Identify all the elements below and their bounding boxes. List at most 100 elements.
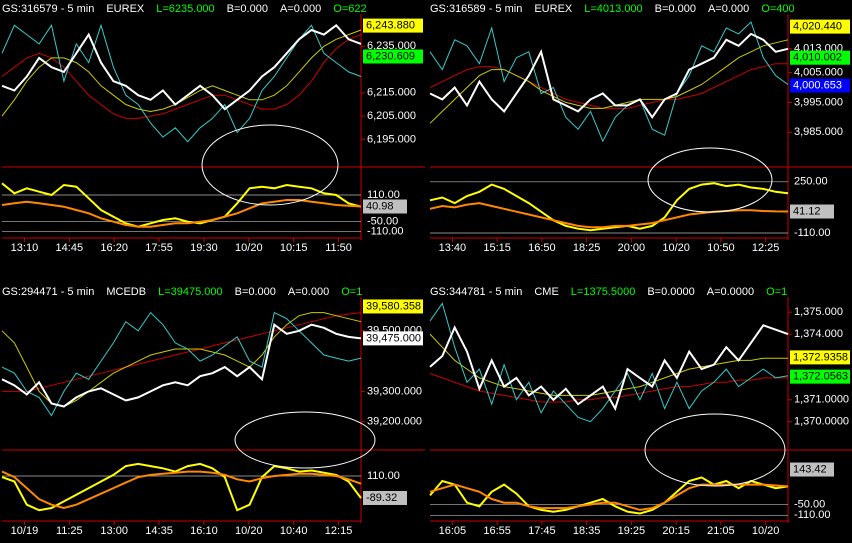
x-tick-label: 10:40 <box>280 525 308 537</box>
header-text: L=1375.5000 <box>571 286 636 298</box>
series-line <box>429 483 789 511</box>
series-line <box>429 302 789 423</box>
y-tick-label: -50.00 <box>367 216 398 228</box>
y-tick-label: 6,235.000 <box>367 40 416 52</box>
x-tick-label: 10/19 <box>11 525 39 537</box>
header-text: GS:316579 - 5 min <box>2 3 94 15</box>
y-tick-label: -50.00 <box>794 498 825 510</box>
x-tick-label: 10/20 <box>235 525 263 537</box>
series-line <box>1 23 362 111</box>
price-label-box <box>363 18 423 33</box>
x-tick-label: 16:55 <box>483 525 511 537</box>
value-box-label: 40.98 <box>366 200 394 212</box>
header-text: O=400 <box>761 3 794 15</box>
price-label-box <box>363 49 423 64</box>
y-tick-label: 3,985.000 <box>794 126 843 138</box>
price-label: 4,020.440 <box>793 21 842 33</box>
header-text: O=1 <box>766 286 787 298</box>
x-tick-label: 16:10 <box>190 525 218 537</box>
series-line <box>2 312 362 392</box>
price-label: 1,372.0563 <box>793 371 848 383</box>
x-tick-label: 16:05 <box>439 525 467 537</box>
x-tick-label: 21:05 <box>707 525 735 537</box>
price-label-box <box>790 78 850 93</box>
y-tick-label: 1,374.000 <box>794 328 843 340</box>
x-tick-label: 10:50 <box>707 242 735 254</box>
value-box-label: -89.32 <box>366 492 397 504</box>
header-text: L=4013.000 <box>584 3 642 15</box>
price-label-box <box>363 331 423 346</box>
header-text: A=0.000 <box>708 3 749 15</box>
value-box <box>363 199 407 214</box>
header-text: A=0.000 <box>280 3 321 15</box>
value-box-label: 143.42 <box>793 463 827 475</box>
series-line <box>429 39 789 124</box>
x-tick-label: 13:00 <box>100 525 128 537</box>
x-tick-label: 14:35 <box>145 525 173 537</box>
panel-bg <box>428 283 852 538</box>
header-text: GS:344781 - 5 min <box>430 286 522 298</box>
price-label: 4,010.002 <box>793 52 842 64</box>
x-tick-label: 19:25 <box>618 525 646 537</box>
price-label-box <box>790 369 850 384</box>
y-tick-label: -110.00 <box>367 226 404 238</box>
x-tick-label: 11:50 <box>325 242 352 254</box>
panel-bg <box>0 0 425 255</box>
value-box <box>790 462 834 477</box>
header-text: O=1 <box>341 286 362 298</box>
price-label: 4,000.653 <box>793 79 842 91</box>
header-text: B=0.000 <box>655 3 696 15</box>
series-line <box>1 34 362 119</box>
y-tick-label: 110.00 <box>367 470 400 482</box>
y-tick-label: 6,215.000 <box>367 87 416 99</box>
annotation-ellipse <box>201 124 339 206</box>
price-label-box <box>790 350 850 365</box>
series-line <box>1 182 362 228</box>
header-text: A=0.0000 <box>707 286 754 298</box>
annotation-ellipse <box>644 413 786 487</box>
annotation-ellipse <box>234 411 376 469</box>
x-tick-label: 16:20 <box>100 242 128 254</box>
header-text: O=622 <box>333 3 366 15</box>
series-line <box>429 182 789 232</box>
y-tick-label: 39,200.000 <box>367 416 422 428</box>
price-label: 6,243.880 <box>366 19 415 31</box>
x-tick-label: 15:15 <box>483 242 511 254</box>
series-line <box>429 63 788 109</box>
header-text: EUREX <box>106 3 145 15</box>
x-tick-label: 16:50 <box>528 242 556 254</box>
header-text: GS:316589 - 5 min <box>430 3 522 15</box>
panel-bg <box>0 283 425 538</box>
y-tick-label: 1,371.0000 <box>794 394 849 406</box>
y-tick-label: 1,375.000 <box>794 306 843 318</box>
x-tick-label: 10/20 <box>752 525 780 537</box>
annotation-ellipse <box>647 147 773 213</box>
x-tick-label: 10/20 <box>662 242 690 254</box>
x-tick-label: 12:25 <box>752 242 780 254</box>
series-line <box>429 333 788 396</box>
panel-bg <box>428 0 852 255</box>
x-tick-label: 13:40 <box>439 242 467 254</box>
header-text: EUREX <box>534 3 573 15</box>
header-text: A=0.000 <box>288 286 329 298</box>
y-tick-label: 39,300.000 <box>367 385 422 397</box>
x-tick-label: 18:25 <box>573 242 601 254</box>
value-box-label: 41.12 <box>793 205 821 217</box>
series-line <box>429 21 789 143</box>
header-text: CME <box>534 286 558 298</box>
price-label: 39,580.358 <box>366 300 421 312</box>
price-label: 39,475.000 <box>366 332 421 344</box>
y-tick-label: 1,370.0000 <box>794 416 849 428</box>
series-line <box>1 470 362 510</box>
y-tick-label: 4,005.000 <box>794 67 843 79</box>
header-text: B=0.000 <box>235 286 276 298</box>
price-label-box <box>790 50 850 65</box>
header-text: B=0.0000 <box>647 286 694 298</box>
y-tick-label: 6,205.000 <box>367 110 416 122</box>
value-box <box>790 204 834 219</box>
price-label: 6,230.609 <box>366 50 415 62</box>
x-tick-label: 11:25 <box>56 525 83 537</box>
x-tick-label: 10:15 <box>280 242 308 254</box>
x-tick-label: 13:10 <box>11 242 39 254</box>
